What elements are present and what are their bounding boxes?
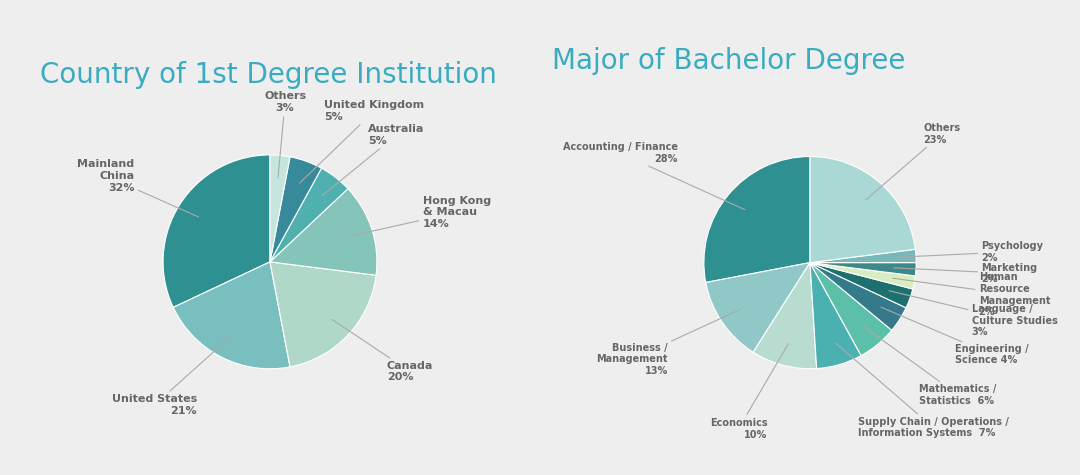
Text: Others
23%: Others 23% bbox=[866, 123, 960, 200]
Text: Marketing
2%: Marketing 2% bbox=[894, 263, 1038, 284]
Text: Engineering /
Science 4%: Engineering / Science 4% bbox=[881, 307, 1028, 365]
Wedge shape bbox=[810, 156, 915, 263]
Wedge shape bbox=[810, 263, 892, 356]
Text: Country of 1st Degree Institution: Country of 1st Degree Institution bbox=[40, 61, 497, 89]
Wedge shape bbox=[753, 263, 816, 369]
Wedge shape bbox=[270, 155, 291, 262]
Wedge shape bbox=[270, 168, 348, 262]
Text: Major of Bachelor Degree: Major of Bachelor Degree bbox=[553, 47, 906, 75]
Wedge shape bbox=[810, 263, 915, 289]
Text: Hong Kong
& Macau
14%: Hong Kong & Macau 14% bbox=[350, 196, 490, 236]
Text: Business /
Management
13%: Business / Management 13% bbox=[596, 309, 741, 376]
Wedge shape bbox=[810, 263, 916, 276]
Wedge shape bbox=[173, 262, 291, 369]
Text: Supply Chain / Operations /
Information Systems  7%: Supply Chain / Operations / Information … bbox=[835, 342, 1009, 438]
Text: Language /
Culture Studies
3%: Language / Culture Studies 3% bbox=[889, 291, 1057, 337]
Text: Others
3%: Others 3% bbox=[264, 91, 306, 178]
Text: Australia
5%: Australia 5% bbox=[322, 124, 424, 196]
Wedge shape bbox=[810, 263, 913, 308]
Wedge shape bbox=[163, 155, 270, 307]
Wedge shape bbox=[810, 263, 906, 330]
Wedge shape bbox=[704, 156, 810, 283]
Wedge shape bbox=[810, 249, 916, 263]
Text: United States
21%: United States 21% bbox=[112, 336, 231, 416]
Text: Economics
10%: Economics 10% bbox=[710, 343, 788, 440]
Text: Accounting / Finance
28%: Accounting / Finance 28% bbox=[563, 142, 745, 210]
Text: Mathematics /
Statistics  6%: Mathematics / Statistics 6% bbox=[864, 327, 997, 406]
Text: Human
Resource
Management
2%: Human Resource Management 2% bbox=[892, 272, 1050, 317]
Text: Psychology
2%: Psychology 2% bbox=[894, 241, 1043, 263]
Wedge shape bbox=[705, 263, 810, 352]
Text: Canada
20%: Canada 20% bbox=[332, 319, 433, 382]
Wedge shape bbox=[270, 262, 376, 367]
Text: United Kingdom
5%: United Kingdom 5% bbox=[299, 100, 424, 183]
Wedge shape bbox=[270, 157, 322, 262]
Wedge shape bbox=[810, 263, 861, 369]
Wedge shape bbox=[270, 189, 377, 275]
Text: Mainland
China
32%: Mainland China 32% bbox=[78, 159, 199, 217]
